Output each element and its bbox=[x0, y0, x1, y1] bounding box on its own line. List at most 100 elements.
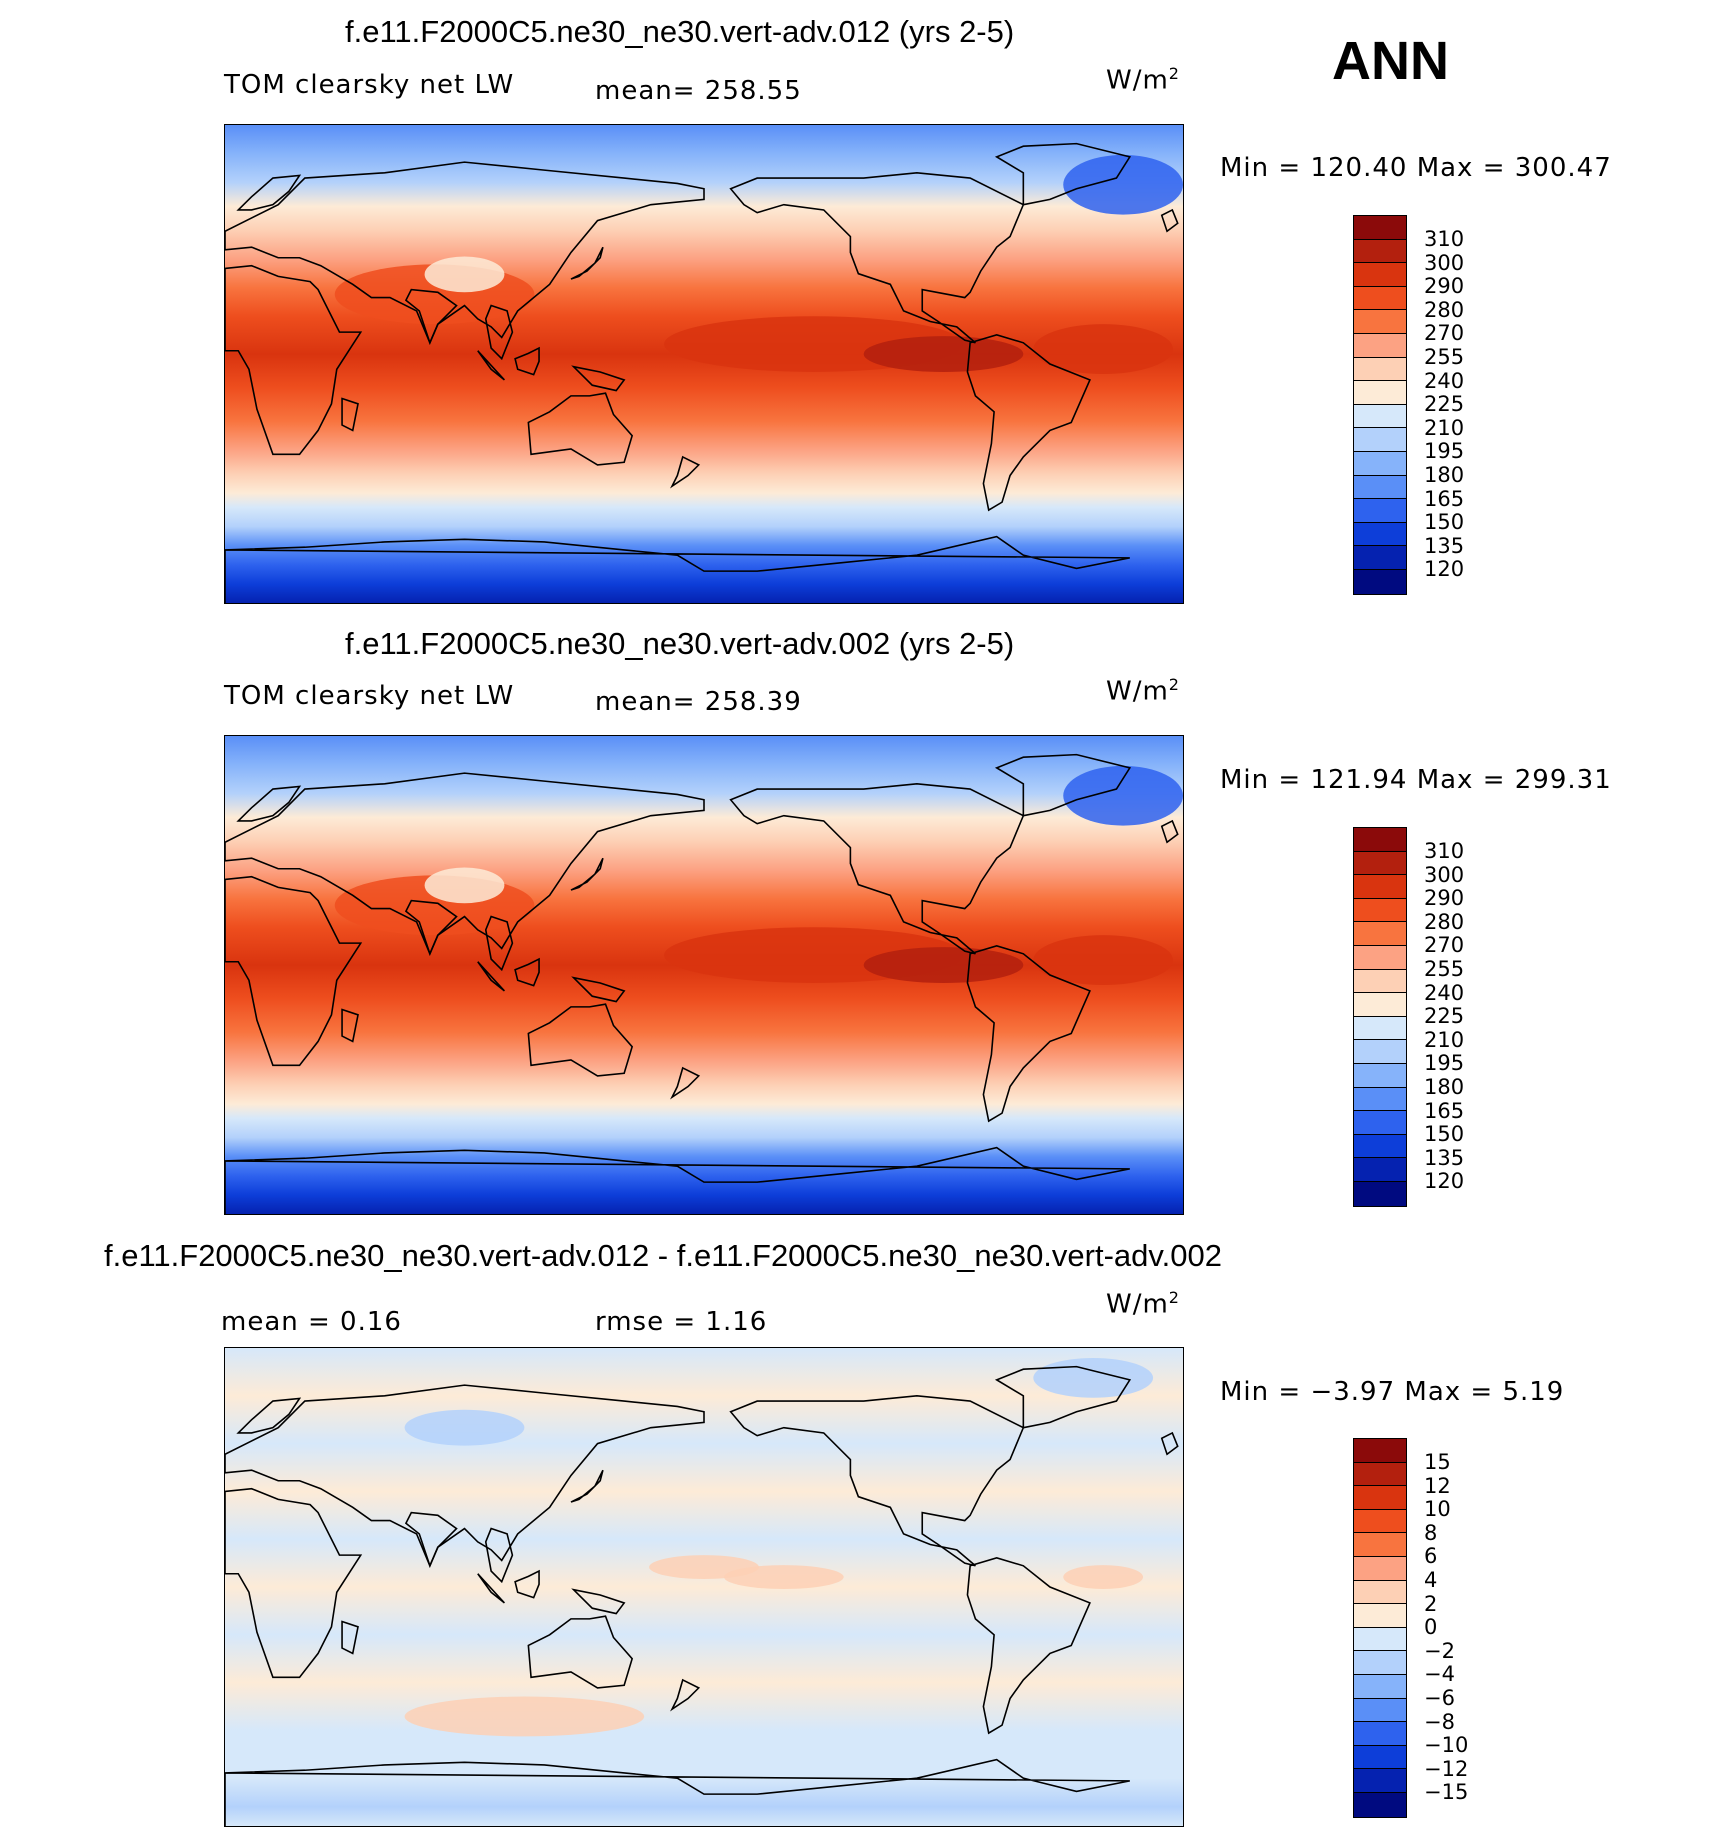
coastline bbox=[225, 1487, 363, 1679]
coastline bbox=[670, 1678, 701, 1712]
colorbar-tick-label: 255 bbox=[1424, 345, 1465, 369]
colorbar-tick-label: 10 bbox=[1424, 1497, 1451, 1522]
coastline bbox=[994, 753, 1132, 817]
colorbar-tick-label: 290 bbox=[1424, 274, 1465, 299]
contour-region bbox=[863, 336, 1024, 372]
colorbar-swatch bbox=[1354, 1040, 1406, 1064]
units-label: W/m2 bbox=[1106, 64, 1180, 96]
map-canvas bbox=[225, 125, 1183, 603]
colorbar-tick-label: −6 bbox=[1424, 1686, 1455, 1710]
colorbar-swatch bbox=[1354, 1722, 1406, 1746]
colorbar-tick-label: 15 bbox=[1424, 1450, 1451, 1474]
coastline bbox=[514, 346, 540, 376]
panel-title: f.e11.F2000C5.ne30_ne30.vert-adv.012 (yr… bbox=[345, 14, 1015, 49]
coastline bbox=[966, 333, 1091, 512]
colorbar-swatch bbox=[1354, 1134, 1406, 1159]
coastline bbox=[994, 1365, 1132, 1429]
colorbar-swatch bbox=[1354, 922, 1406, 946]
colorbar-tick-label: 280 bbox=[1424, 297, 1465, 322]
colorbar-tick-label: 270 bbox=[1424, 321, 1465, 346]
coastline bbox=[729, 782, 1025, 955]
colorbar-swatch bbox=[1354, 1486, 1406, 1510]
coastline bbox=[236, 174, 302, 211]
colorbar-tick-label: 165 bbox=[1424, 486, 1465, 511]
colorbar-swatch bbox=[1354, 1016, 1406, 1041]
colorbar-swatch bbox=[1354, 1158, 1406, 1182]
coastline bbox=[514, 1569, 540, 1599]
colorbar-swatch bbox=[1354, 216, 1406, 240]
coastline bbox=[341, 1008, 359, 1043]
mean-label: mean = 0.16 bbox=[221, 1307, 402, 1337]
colorbar-tick-label: 120 bbox=[1424, 1169, 1465, 1194]
colorbar-tick-label: 310 bbox=[1424, 227, 1465, 251]
coastline bbox=[236, 1397, 302, 1434]
colorbar-swatch bbox=[1354, 1063, 1406, 1088]
coastline bbox=[966, 1556, 1091, 1735]
colorbar-tick-label: −8 bbox=[1424, 1709, 1455, 1734]
colorbar-tick-label: 2 bbox=[1424, 1591, 1438, 1616]
colorbar-swatch bbox=[1354, 1556, 1406, 1581]
colorbar-swatch bbox=[1354, 1745, 1406, 1770]
colorbar-swatch bbox=[1354, 828, 1406, 852]
units-label: W/m2 bbox=[1106, 1288, 1180, 1320]
colorbar-swatch bbox=[1354, 451, 1406, 476]
contour-region bbox=[1033, 935, 1174, 985]
coastline bbox=[571, 976, 626, 1003]
colorbar-tick-label: −2 bbox=[1424, 1638, 1455, 1663]
coastline bbox=[966, 944, 1091, 1123]
colorbar-tick-label: 8 bbox=[1424, 1520, 1438, 1545]
units-label: W/m2 bbox=[1106, 675, 1180, 707]
colorbar-tick-label: 300 bbox=[1424, 862, 1465, 887]
colorbar-tick-label: 225 bbox=[1424, 392, 1465, 417]
colorbar-tick-label: 120 bbox=[1424, 557, 1465, 582]
coastline bbox=[484, 1527, 514, 1584]
coastline bbox=[729, 1394, 1025, 1567]
colorbar-swatch bbox=[1354, 404, 1406, 429]
colorbar-tick-label: 195 bbox=[1424, 1051, 1465, 1076]
units-exponent: 2 bbox=[1168, 64, 1180, 83]
panel-title: f.e11.F2000C5.ne30_ne30.vert-adv.002 (yr… bbox=[345, 626, 1015, 661]
panel-title: f.e11.F2000C5.ne30_ne30.vert-adv.012 - f… bbox=[104, 1238, 1222, 1273]
colorbar-swatch bbox=[1354, 239, 1406, 264]
colorbar-tick-label: 280 bbox=[1424, 909, 1465, 934]
season-label: ANN bbox=[1332, 31, 1449, 91]
mean-label: mean= 258.55 bbox=[595, 76, 802, 106]
colorbar-swatch bbox=[1354, 381, 1406, 405]
variable-label: TOM clearsky net LW bbox=[224, 681, 515, 711]
colorbar-tick-label: −10 bbox=[1424, 1733, 1469, 1758]
colorbar-swatch bbox=[1354, 1181, 1406, 1206]
coastline bbox=[404, 899, 458, 957]
colorbar-swatch bbox=[1354, 546, 1406, 570]
colorbar-swatch bbox=[1354, 310, 1406, 334]
colorbar bbox=[1353, 215, 1407, 595]
variable-label: TOM clearsky net LW bbox=[224, 70, 515, 100]
min-max-label: Min = 120.40 Max = 300.47 bbox=[1220, 153, 1612, 183]
coastline bbox=[236, 785, 302, 822]
colorbar bbox=[1353, 1438, 1407, 1818]
colorbar-tick-label: 180 bbox=[1424, 1075, 1465, 1099]
contour-region bbox=[404, 1696, 645, 1737]
coastline bbox=[670, 1066, 701, 1100]
coastline bbox=[477, 1573, 506, 1604]
coastline bbox=[225, 1146, 1130, 1214]
colorbar-tick-label: 310 bbox=[1424, 839, 1465, 863]
coastline bbox=[570, 1469, 604, 1503]
coastline bbox=[1160, 819, 1179, 844]
map-panel bbox=[224, 124, 1184, 604]
colorbar-tick-label: 225 bbox=[1424, 1004, 1465, 1029]
colorbar-swatch bbox=[1354, 898, 1406, 923]
coastline bbox=[729, 171, 1025, 344]
coastline bbox=[1160, 208, 1179, 233]
units-base: W/m bbox=[1106, 1289, 1169, 1320]
colorbar-swatch bbox=[1354, 1533, 1406, 1557]
colorbar-swatch bbox=[1354, 357, 1406, 382]
coastline bbox=[670, 455, 701, 489]
colorbar-tick-label: −15 bbox=[1424, 1780, 1469, 1805]
coastline bbox=[484, 304, 514, 361]
colorbar-tick-label: 270 bbox=[1424, 933, 1465, 958]
contour-region bbox=[1033, 324, 1174, 374]
coastline bbox=[570, 857, 604, 891]
colorbar bbox=[1353, 827, 1407, 1207]
coastline bbox=[477, 961, 506, 992]
coastline bbox=[527, 392, 634, 466]
